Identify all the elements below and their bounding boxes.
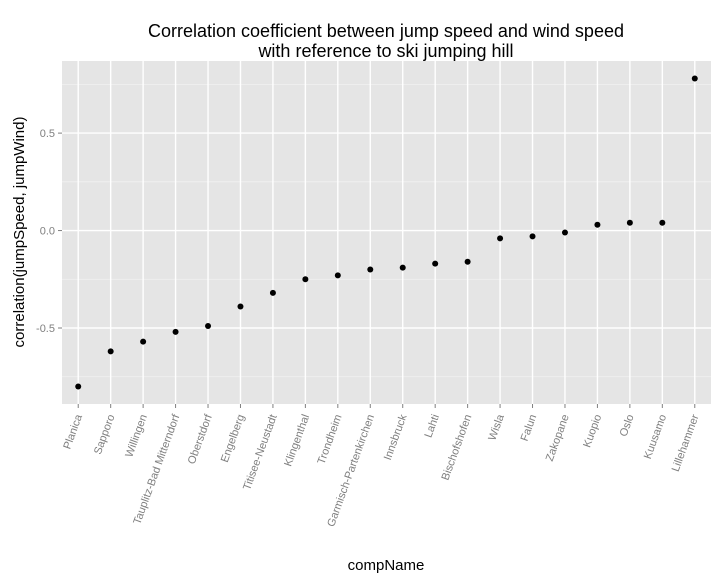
data-point <box>107 348 114 355</box>
data-point <box>399 264 406 271</box>
x-tick-label: Willingen <box>123 413 150 459</box>
x-tick-label: Klingenthal <box>282 413 312 468</box>
y-axis: -0.5 0.0 0.5 <box>36 128 62 335</box>
data-point <box>594 221 601 228</box>
x-tick-label: Sapporo <box>92 413 118 456</box>
data-point <box>432 260 439 267</box>
x-tick-label: Lillehammer <box>670 413 702 474</box>
data-point <box>334 272 341 279</box>
data-point <box>561 229 568 236</box>
chart-title-line-2: with reference to ski jumping hill <box>257 41 513 61</box>
data-points <box>75 75 698 390</box>
y-axis-title: correlation(jumpSpeed, jumpWind) <box>11 117 28 348</box>
plot-panel <box>62 61 711 404</box>
data-point <box>659 219 666 226</box>
chart-title-line-1: Correlation coefficient between jump spe… <box>148 21 624 41</box>
data-point <box>140 338 147 345</box>
x-tick-label: Oberstdorf <box>186 412 215 466</box>
y-tick-label: 0.0 <box>40 226 55 238</box>
data-point <box>172 328 179 335</box>
data-point <box>205 323 212 330</box>
data-point <box>302 276 309 283</box>
data-point <box>626 219 633 226</box>
x-tick-label: Wisla <box>486 412 507 442</box>
data-point <box>529 233 536 240</box>
y-tick-label: -0.5 <box>36 323 55 335</box>
data-point <box>237 303 244 310</box>
data-point <box>464 258 471 265</box>
y-tick-label: 0.5 <box>40 128 55 140</box>
x-tick-label: Trondheim <box>316 413 345 466</box>
x-tick-label: Oslo <box>618 413 637 438</box>
x-tick-label: Titisee-Neustadt <box>241 413 280 492</box>
x-tick-label: Engelberg <box>219 413 247 464</box>
data-point <box>367 266 374 273</box>
x-tick-label: Innsbruck <box>382 412 410 461</box>
x-tick-label: Zakopane <box>544 413 572 463</box>
x-tick-label: Kuopio <box>581 413 604 449</box>
x-tick-label: Planica <box>61 412 85 451</box>
data-point <box>269 289 276 296</box>
grid-lines <box>62 61 711 404</box>
x-axis-title: compName <box>348 557 425 574</box>
data-point <box>691 75 698 82</box>
x-tick-label: Bischofshofen <box>440 413 475 482</box>
x-tick-label: Falun <box>519 413 540 443</box>
x-tick-label: Kuusamo <box>642 413 669 461</box>
data-point <box>75 383 82 390</box>
data-point <box>497 235 504 242</box>
x-tick-label: Lahti <box>423 413 442 440</box>
